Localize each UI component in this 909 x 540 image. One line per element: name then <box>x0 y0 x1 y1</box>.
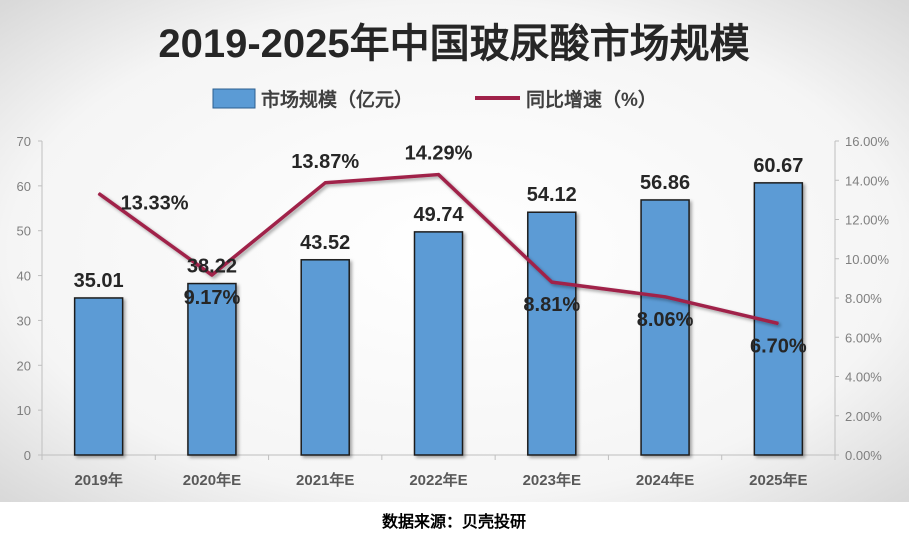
y-right-tick-label: 10.00% <box>845 252 890 267</box>
bar-2019年 <box>73 297 124 456</box>
x-tick-label: 2025年E <box>749 471 807 489</box>
bar-2024年E <box>640 199 690 456</box>
growth-value-label: 13.87% <box>291 151 359 173</box>
y-left-tick-label: 20 <box>17 358 31 373</box>
source-background <box>0 502 909 540</box>
growth-point-2021年E <box>324 182 326 184</box>
y-right-tick-label: 2.00% <box>845 409 882 424</box>
y-right-tick-label: 4.00% <box>845 370 882 385</box>
axes: 0 10 20 30 40 50 60 70 0.00% 2.00% 4.00% 6.00% 8.00%… <box>17 134 890 489</box>
y-left-tick-label: 0 <box>24 448 31 463</box>
legend-line-label: 同比增速（%） <box>526 88 657 111</box>
y-left-tick-label: 10 <box>17 403 31 418</box>
bar-2021年E <box>300 259 350 456</box>
x-tick-label: 2020年E <box>183 471 241 489</box>
growth-value-label: 8.06% <box>637 309 694 331</box>
legend: 市场规模（亿元） 同比增速（%） <box>212 88 657 111</box>
x-tick-label: 2022年E <box>409 471 467 489</box>
growth-value-label: 8.81% <box>523 294 580 316</box>
chart-title: 2019-2025年中国玻尿酸市场规模 <box>158 22 749 66</box>
x-tick-label: 2023年E <box>523 471 581 489</box>
legend-bar-label: 市场规模（亿元） <box>261 88 413 111</box>
data-labels: 35.01 38.22 43.52 49.74 54.12 56.86 60.67 13.33… <box>74 143 807 358</box>
legend-bar-swatch <box>212 88 256 109</box>
growth-value-label: 13.33% <box>121 192 189 214</box>
y-right-tick-label: 8.00% <box>845 291 882 306</box>
y-left-tick-label: 40 <box>17 269 31 284</box>
y-left-tick-label: 50 <box>17 224 31 239</box>
growth-value-label: 14.29% <box>405 143 473 165</box>
x-tick-label: 2024年E <box>636 471 694 489</box>
y-left-tick-label: 70 <box>17 134 31 149</box>
y-right-tick-label: 0.00% <box>845 448 882 463</box>
bar-value-label: 54.12 <box>527 184 577 206</box>
x-tick-label: 2021年E <box>296 471 354 489</box>
y-left-tick-label: 60 <box>17 179 31 194</box>
y-right-tick-label: 12.00% <box>845 213 890 228</box>
y-right-tick-label: 6.00% <box>845 330 882 345</box>
growth-point-2022年E <box>438 174 439 176</box>
bar-value-label: 56.86 <box>640 172 690 194</box>
bar-value-label: 38.22 <box>187 256 237 278</box>
bar-value-label: 60.67 <box>753 155 803 177</box>
bar-value-label: 43.52 <box>300 232 350 254</box>
bar-2022年E <box>413 231 464 456</box>
growth-value-label: 6.70% <box>750 336 807 358</box>
growth-point-2020年E <box>211 274 213 276</box>
growth-point-2024年E <box>664 296 666 298</box>
y-left-tick-label: 30 <box>17 313 31 328</box>
bars <box>73 182 804 456</box>
bar-value-label: 35.01 <box>74 270 124 292</box>
growth-point-2023年E <box>551 281 553 283</box>
bar-2020年E <box>187 282 237 456</box>
growth-line-series <box>97 172 779 326</box>
source-note: 数据来源：贝壳投研 <box>382 512 526 531</box>
bar-2023年E <box>527 211 577 456</box>
y-right-tick-label: 14.00% <box>845 173 890 188</box>
growth-point-2025年E <box>777 323 779 325</box>
y-right-tick-label: 16.00% <box>845 134 890 149</box>
growth-value-label: 9.17% <box>184 287 241 309</box>
bar-value-label: 49.74 <box>413 204 464 226</box>
growth-point-2019年 <box>98 192 100 194</box>
x-tick-label: 2019年 <box>74 471 122 489</box>
